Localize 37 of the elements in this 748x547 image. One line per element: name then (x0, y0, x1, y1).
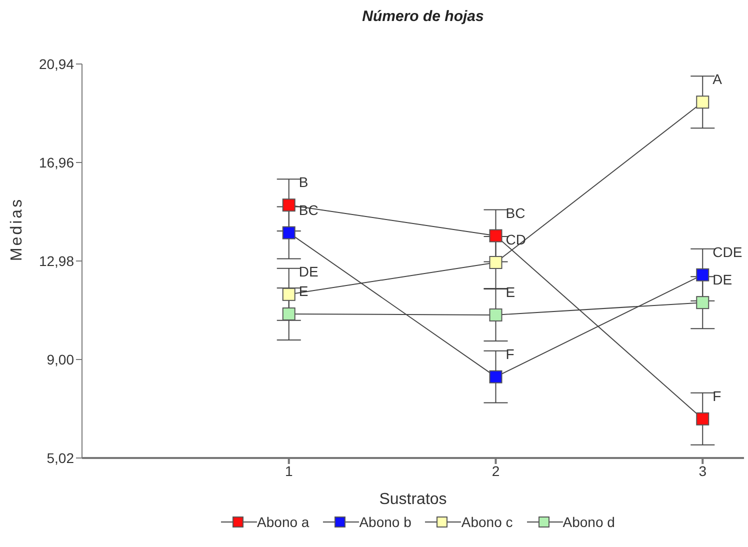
annotation: BC (506, 204, 526, 221)
annotation: A (712, 71, 723, 88)
legend-label: Abono b (359, 514, 412, 530)
annotation: E (506, 284, 516, 300)
x-axis-title: Sustratos (379, 491, 447, 508)
point (696, 96, 710, 109)
annotation: CD (506, 232, 526, 248)
point (489, 256, 502, 269)
annotation: DE (298, 263, 318, 280)
y-tick-label: 16,96 (38, 154, 74, 170)
chart-title: Número de hojas (361, 8, 485, 27)
y-tick-label: 12,98 (38, 252, 74, 269)
x-tick-label: 3 (698, 462, 707, 479)
point (282, 198, 296, 212)
point (282, 226, 296, 240)
point (696, 268, 710, 282)
point (696, 412, 710, 426)
point (282, 288, 296, 301)
point (489, 308, 502, 322)
x-tick-label: 1 (284, 462, 293, 479)
y-axis-title: Medias (8, 197, 26, 261)
legend-label: Abono d (562, 514, 615, 530)
point (282, 307, 296, 320)
x-tick-label: 2 (492, 462, 500, 479)
point (489, 229, 502, 242)
y-tick-label: 9,00 (46, 351, 74, 368)
y-tick-label: 5,02 (46, 450, 74, 466)
point (489, 370, 502, 384)
legend-label: Abono c (461, 514, 513, 530)
annotation: F (506, 346, 514, 362)
legend-label: Abono a (257, 514, 310, 530)
annotation: CDE (712, 244, 742, 260)
point (696, 296, 710, 310)
y-tick-label: 20,94 (38, 56, 74, 72)
annotation: B (298, 174, 308, 190)
annotation: F (712, 388, 722, 404)
annotation: DE (712, 272, 732, 288)
